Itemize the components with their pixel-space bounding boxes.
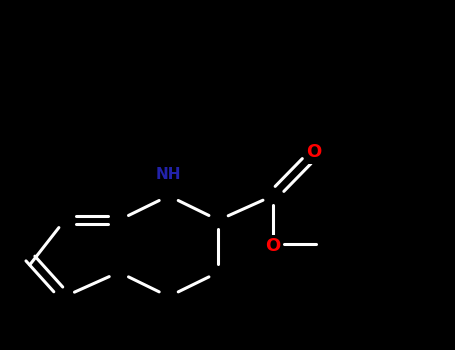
Text: NH: NH	[156, 168, 182, 182]
Text: O: O	[306, 144, 321, 161]
Text: O: O	[265, 237, 280, 255]
